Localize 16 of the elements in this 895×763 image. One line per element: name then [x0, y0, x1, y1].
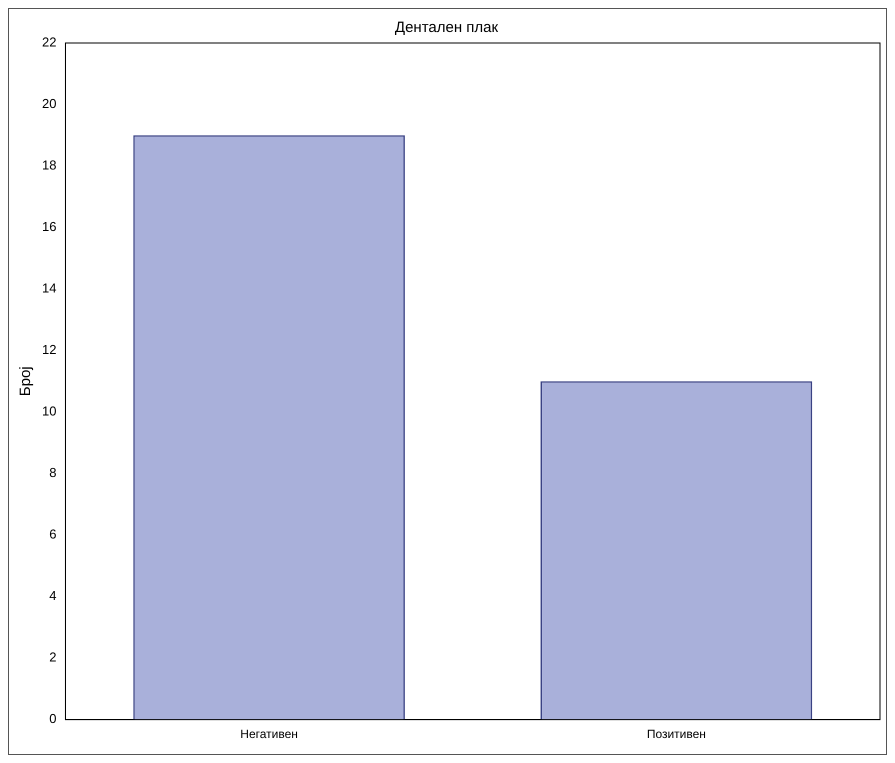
y-tick-label: 8 — [49, 465, 56, 480]
y-tick-label: 0 — [49, 711, 56, 726]
y-tick-label: 14 — [42, 280, 56, 296]
chart-title: Дентален плак — [394, 19, 499, 36]
y-tick-label: 12 — [42, 342, 56, 358]
y-tick-label: 6 — [49, 526, 56, 542]
y-tick-label: 18 — [42, 158, 56, 173]
y-tick-label: 22 — [42, 34, 56, 50]
y-axis-title: Број — [17, 366, 34, 396]
x-tick-label: Негативен — [240, 727, 298, 742]
y-tick-label: 20 — [42, 96, 56, 112]
y-tick-label: 2 — [49, 650, 56, 665]
x-tick-label: Позитивен — [646, 727, 706, 742]
y-tick-label: 4 — [49, 588, 56, 604]
y-tick-label: 16 — [42, 219, 56, 234]
y-tick-label: 10 — [42, 404, 56, 419]
